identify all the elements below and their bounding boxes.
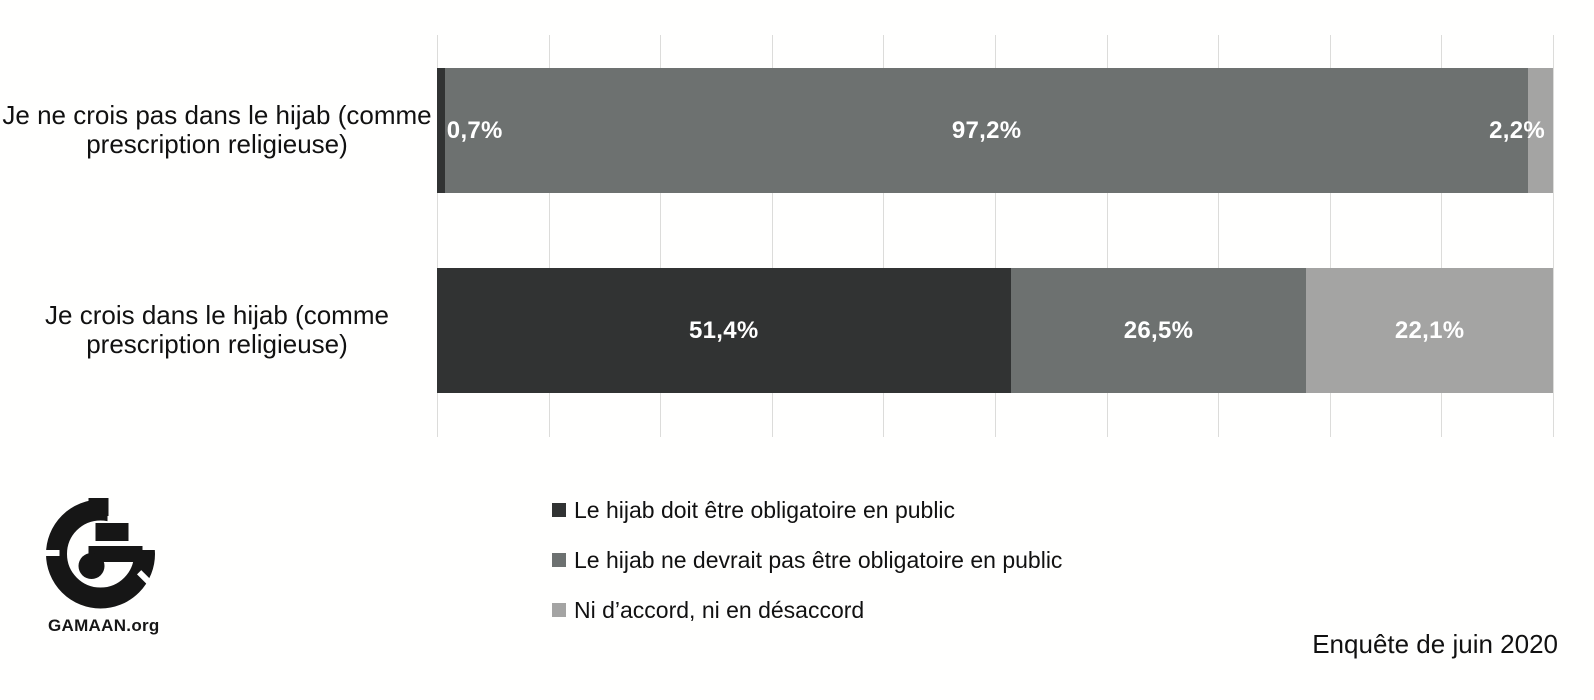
- gridline: [1106, 35, 1108, 437]
- legend-item: Le hijab doit être obligatoire en public: [552, 496, 1062, 524]
- survey-note: Enquête de juin 2020: [1312, 629, 1558, 659]
- bar-segment: 26,5%: [1010, 268, 1307, 393]
- segment-value-label: 2,2%: [1489, 116, 1545, 144]
- bar-segment: 22,1%: [1306, 268, 1553, 393]
- gridline: [548, 35, 550, 437]
- bar-row: 51,4% 26,5% 22,1%: [437, 268, 1553, 393]
- gridline: [883, 35, 885, 437]
- gridline: [1218, 35, 1220, 437]
- legend-swatch: [552, 503, 566, 517]
- legend: Le hijab doit être obligatoire en public…: [552, 496, 1062, 624]
- gamaan-logo-icon: [45, 498, 171, 609]
- gridline: [437, 35, 438, 437]
- gridline: [1441, 35, 1443, 437]
- legend-swatch: [552, 553, 566, 567]
- legend-label: Le hijab doit être obligatoire en public: [574, 497, 956, 523]
- plot-area: 0,7% 97,2% 2,2% 51,4% 26,5% 22,1%: [437, 35, 1554, 437]
- gridline: [995, 35, 996, 437]
- gridline: [660, 35, 662, 437]
- segment-value-label: 0,7%: [446, 116, 503, 144]
- category-label-believe: Je crois dans le hijab (comme prescripti…: [45, 300, 389, 359]
- gamaan-logo: GAMAAN.org: [38, 498, 208, 636]
- legend-item: Ni d’accord, ni en désaccord: [552, 596, 1062, 624]
- gridline: [771, 35, 773, 437]
- segment-value-label: 22,1%: [1394, 316, 1465, 344]
- segment-value-label: 97,2%: [951, 116, 1022, 144]
- bar-segment: 2,2%: [1489, 68, 1553, 193]
- legend-item: Le hijab ne devrait pas être obligatoire…: [552, 546, 1062, 574]
- bar-row: 0,7% 97,2% 2,2%: [437, 68, 1553, 193]
- gridline: [1329, 35, 1331, 437]
- segment-value-label: 51,4%: [689, 316, 759, 344]
- bar-segment: 97,2%: [444, 68, 1529, 193]
- legend-swatch: [552, 603, 566, 617]
- category-label-not-believe: Je ne crois pas dans le hijab (comme pre…: [2, 100, 432, 159]
- gridline: [1553, 35, 1554, 437]
- legend-label: Le hijab ne devrait pas être obligatoire…: [574, 547, 1063, 573]
- bar-segment: 51,4%: [437, 268, 1011, 393]
- gamaan-logo-text: GAMAAN.org: [48, 616, 160, 635]
- segment-value-label: 26,5%: [1123, 316, 1194, 344]
- bar-segment: 0,7%: [437, 68, 502, 193]
- legend-label: Ni d’accord, ni en désaccord: [574, 597, 865, 623]
